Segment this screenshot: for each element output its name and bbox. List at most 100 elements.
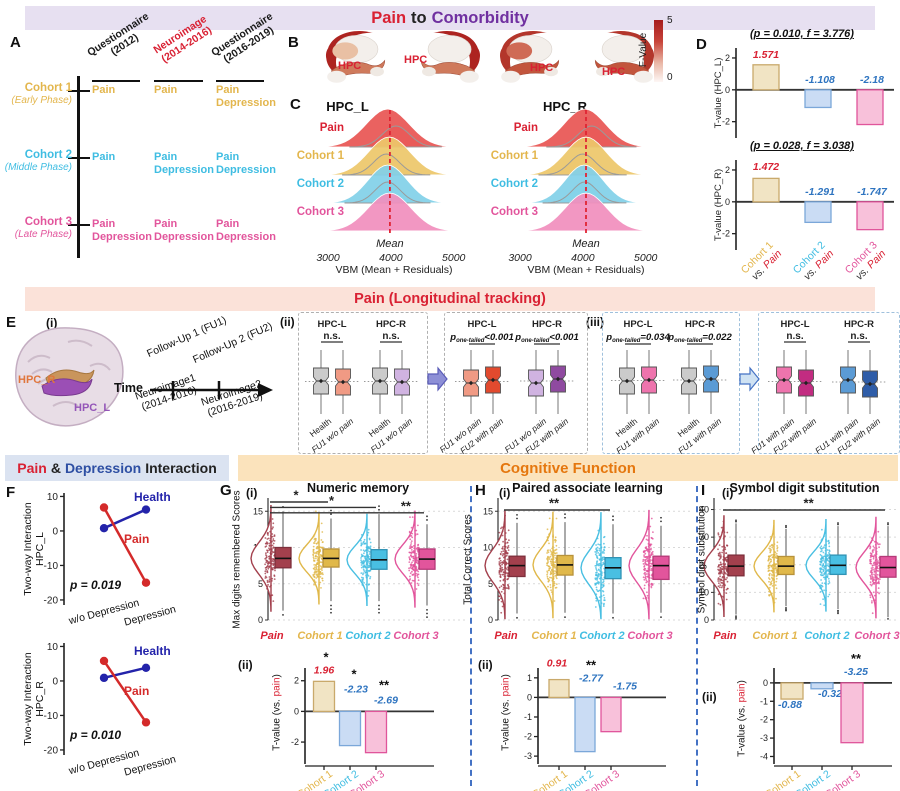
- jitter-dot: [554, 561, 557, 563]
- outlier-dot: [426, 616, 428, 618]
- y-tick-label: 0: [704, 615, 709, 625]
- jitter-dot: [503, 592, 506, 595]
- colorbar-label-text: F-Value: [637, 32, 649, 68]
- jitter-dot: [825, 540, 828, 542]
- jitter-dot: [599, 552, 601, 555]
- jitter-dot: [551, 554, 554, 557]
- jitter-dot: [502, 561, 505, 564]
- value-label: 1.571: [753, 49, 779, 61]
- t: ): [271, 674, 283, 678]
- jitter-dot: [869, 583, 872, 586]
- jitter-dot: [820, 574, 823, 577]
- outlier-dot: [887, 523, 889, 526]
- jitter-dot: [503, 575, 506, 578]
- jitter-dot: [273, 540, 276, 542]
- jitter-dot: [313, 534, 316, 536]
- outlier-dot: [612, 515, 614, 518]
- t: ): [736, 680, 748, 684]
- jitter-dot: [646, 575, 649, 578]
- jitter-dot: [874, 559, 877, 562]
- mean-diamond: [686, 378, 692, 384]
- jitter-dot: [368, 583, 370, 586]
- jitter-dot: [410, 544, 412, 546]
- mean-diamond: [867, 381, 873, 387]
- jitter-dot: [498, 599, 500, 601]
- jitter-dot: [722, 583, 725, 586]
- jitter-dot: [647, 528, 650, 530]
- rain-g-ylabel: Max digits remembered Scores: [231, 475, 244, 645]
- jitter-dot: [317, 542, 320, 544]
- cohort-name: Cohort 2: [24, 149, 72, 161]
- jitter-dot: [415, 553, 418, 555]
- jitter-dot: [367, 559, 369, 562]
- jitter-dot: [553, 582, 556, 585]
- jitter-dot: [507, 586, 510, 588]
- jitter-dot: [596, 590, 599, 592]
- jitter-dot: [269, 537, 272, 540]
- bar: [548, 678, 570, 699]
- jitter-dot: [547, 536, 549, 539]
- rain-i-ylabel-text: Symbol digit substitution: [696, 505, 708, 614]
- jitter-dot: [270, 540, 272, 543]
- jitter-dot: [501, 554, 504, 557]
- jitter-dot: [369, 577, 371, 580]
- jitter-dot: [770, 544, 773, 547]
- jitter-dot: [649, 525, 652, 528]
- jitter-dot: [550, 589, 552, 592]
- ridge-overlay: [538, 153, 627, 176]
- jitter-dot: [824, 549, 827, 552]
- jitter-dot: [314, 555, 317, 558]
- ns-label: n.s.: [382, 331, 399, 342]
- panel-g-sub-ii: (ii): [238, 658, 253, 672]
- jitter-dot: [649, 558, 651, 561]
- jitter-dot: [318, 564, 320, 567]
- jitter-dot: [643, 584, 646, 587]
- jitter-dot: [271, 568, 274, 571]
- jitter-dot: [644, 574, 647, 576]
- jitter-dot: [365, 574, 367, 577]
- jitter-dot: [417, 570, 420, 573]
- jitter-dot: [546, 570, 549, 573]
- outlier-dot: [837, 611, 839, 613]
- jitter-dot: [360, 549, 362, 551]
- mean-diamond: [490, 377, 496, 383]
- jitter-dot: [596, 549, 599, 552]
- jitter-dot: [272, 542, 275, 545]
- jitter-dot: [498, 570, 501, 573]
- jitter-dot: [548, 558, 551, 560]
- jitter-dot: [875, 556, 878, 558]
- series-label: Health: [134, 490, 171, 504]
- jitter-dot: [499, 580, 502, 582]
- jitter-dot: [555, 576, 558, 578]
- jitter-dot: [549, 586, 552, 589]
- jitter-dot: [773, 562, 775, 565]
- jitter-dot: [410, 585, 413, 587]
- jitter-dot: [553, 551, 555, 553]
- jitter-dot: [361, 560, 364, 563]
- p-value-label: pone-tailed=0.022: [667, 332, 732, 344]
- jitter-dot: [319, 548, 321, 551]
- jitter-dot: [603, 558, 605, 561]
- outlier-dot: [785, 524, 787, 527]
- jitter-dot: [312, 549, 315, 552]
- jitter-dot: [827, 583, 830, 585]
- jitter-dot: [725, 592, 728, 594]
- jitter-dot: [410, 542, 413, 544]
- jitter-dot: [767, 564, 770, 567]
- jitter-dot: [499, 567, 501, 570]
- jitter-dot: [722, 537, 725, 540]
- jitter-dot: [507, 529, 510, 532]
- jitter-dot: [824, 564, 827, 567]
- jitter-dot: [874, 576, 876, 579]
- banner-pain-text: Pain: [371, 8, 407, 27]
- jitter-dot: [554, 536, 557, 539]
- jitter-dot: [649, 562, 651, 565]
- jitter-dot: [367, 555, 370, 558]
- jitter-dot: [873, 571, 876, 573]
- y-tick-label: 10: [47, 492, 59, 503]
- panel-separator: [470, 486, 472, 786]
- jitter-dot: [823, 604, 826, 607]
- jitter-dot: [547, 580, 550, 583]
- jitter-dot: [602, 580, 605, 583]
- jitter-dot: [408, 531, 411, 534]
